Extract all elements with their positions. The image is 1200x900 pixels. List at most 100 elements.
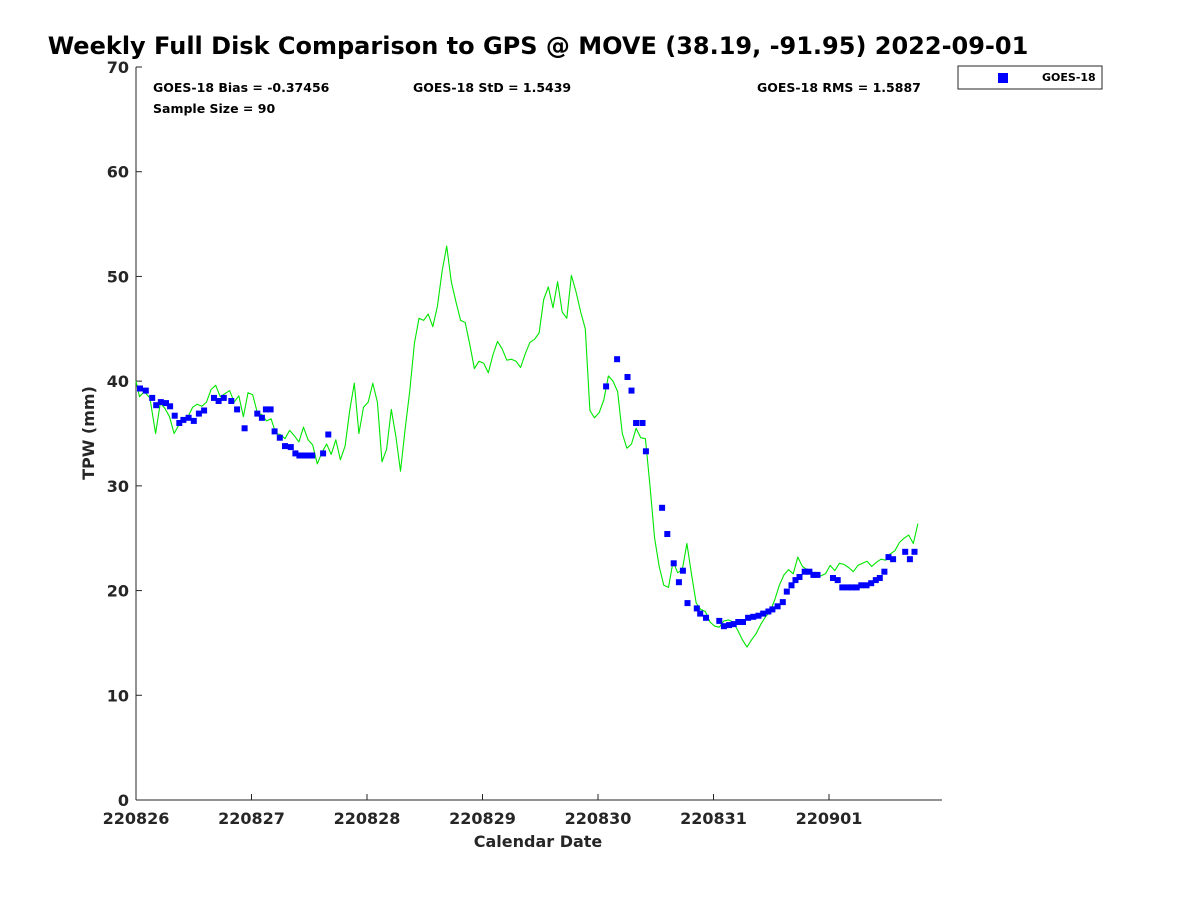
x-tick-label: 220828 [334, 809, 401, 828]
goes-18-point [769, 606, 776, 613]
goes-18-point [171, 412, 178, 419]
std-stat: GOES-18 StD = 1.5439 [413, 80, 571, 95]
gps-line [135, 245, 919, 648]
goes-18-point [902, 548, 909, 555]
goes-18-point [760, 610, 767, 617]
goes-18-point [176, 420, 183, 426]
goes-18-point [309, 452, 316, 459]
goes-18-point [885, 554, 892, 561]
goes-18-point [659, 504, 666, 511]
goes-18-point [788, 582, 795, 589]
x-tick-label: 220830 [565, 809, 632, 828]
goes-18-point [241, 425, 248, 432]
goes-18-point [765, 608, 772, 615]
goes-18-point [810, 571, 817, 578]
goes-18-point [745, 614, 752, 621]
goes-18-point [271, 428, 278, 435]
legend-label: GOES-18 [1042, 71, 1096, 84]
goes-18-point [670, 560, 677, 567]
goes-18-point [730, 621, 737, 628]
goes-18-point [868, 580, 875, 587]
gps-line-series [135, 245, 919, 648]
goes-18-point [301, 452, 308, 459]
goes-18-point [796, 574, 803, 580]
goes-18-point [806, 568, 813, 575]
goes-18-point [624, 374, 631, 380]
y-tick-label: 60 [107, 163, 129, 182]
goes-18-scatter-series [137, 356, 918, 630]
goes-18-point [779, 599, 786, 606]
goes-18-point [267, 406, 274, 413]
goes-18-point [258, 414, 265, 421]
legend-marker [998, 73, 1008, 83]
goes-18-point [863, 582, 870, 589]
y-tick-label: 50 [107, 267, 129, 286]
goes-18-point [783, 588, 790, 595]
goes-18-point [684, 600, 691, 607]
goes-18-point [190, 417, 197, 424]
goes-18-point [906, 556, 913, 563]
goes-18-point [153, 402, 160, 409]
goes-18-point [137, 385, 143, 392]
goes-18-point [693, 605, 700, 612]
y-tick-label: 70 [107, 58, 129, 77]
x-tick-label: 220831 [680, 809, 747, 828]
goes-18-point [697, 610, 704, 617]
goes-18-point [703, 614, 709, 621]
goes-18-point [287, 444, 294, 451]
goes-18-point [614, 356, 621, 363]
goes-18-point [320, 450, 327, 457]
goes-18-point [628, 387, 635, 394]
x-axis-title: Calendar Date [474, 832, 603, 851]
goes-18-point [254, 410, 261, 417]
goes-18-point [881, 568, 888, 575]
x-tick-label: 220826 [103, 809, 170, 828]
goes-18-point [234, 406, 241, 413]
goes-18-point [185, 414, 192, 421]
goes-18-point [296, 452, 303, 459]
goes-18-point [163, 400, 169, 407]
y-tick-label: 20 [107, 582, 129, 601]
goes-18-point [149, 394, 156, 401]
goes-18-point [830, 575, 836, 581]
goes-18-point [801, 568, 808, 575]
goes-18-point [853, 584, 860, 591]
goes-18-point [142, 387, 149, 394]
goes-18-point [215, 398, 222, 404]
goes-18-point [849, 584, 856, 591]
goes-18-point [292, 450, 299, 457]
goes-18-point [740, 619, 746, 625]
goes-18-point [675, 579, 682, 586]
goes-18-point [839, 584, 846, 591]
legend: GOES-18 [957, 65, 1103, 90]
goes-18-point [876, 575, 883, 581]
goes-18-point [195, 410, 202, 417]
goes-18-point [716, 617, 723, 624]
legend-box [957, 65, 1103, 90]
goes-18-point [726, 622, 733, 629]
y-ticks: 0 10 20 30 40 50 60 70 [107, 58, 142, 810]
goes-18-point [211, 394, 217, 401]
goes-18-point [228, 398, 235, 404]
goes-18-point [276, 434, 283, 441]
goes-18-point [774, 603, 781, 610]
chart-title: Weekly Full Disk Comparison to GPS @ MOV… [48, 32, 1029, 60]
goes-18-point [755, 612, 762, 619]
goes-18-point [911, 548, 918, 555]
goes-18-point [325, 431, 332, 438]
goes-18-point [750, 613, 757, 620]
goes-18-point [201, 407, 208, 414]
y-tick-label: 30 [107, 477, 129, 496]
goes-18-point [679, 567, 686, 574]
x-tick-label: 220829 [449, 809, 516, 828]
goes-18-point [834, 577, 841, 584]
goes-18-point [639, 420, 646, 426]
y-axis-title: TPW (mm) [79, 386, 98, 480]
goes-18-point [603, 383, 610, 390]
goes-18-point [792, 577, 799, 584]
goes-18-point [220, 394, 227, 401]
goes-18-point [844, 584, 851, 591]
goes-18-point [814, 571, 821, 578]
goes-18-point [872, 577, 879, 584]
